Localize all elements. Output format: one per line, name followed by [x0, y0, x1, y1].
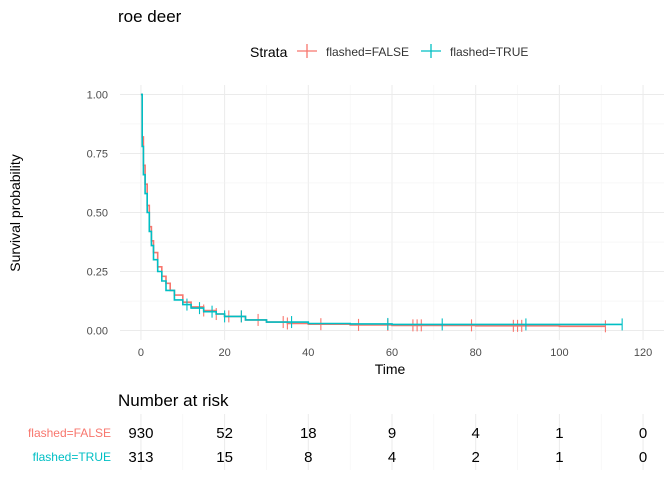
risk-value: 4: [388, 449, 396, 466]
risk-value: 0: [639, 449, 647, 466]
risk-value: 52: [216, 425, 233, 442]
x-tick-label: 120: [634, 347, 652, 359]
y-tick-label: 0.00: [87, 326, 108, 338]
risk-value: 18: [300, 425, 317, 442]
x-axis-ticks: 0 20 40 60 80 100 120: [138, 347, 652, 359]
x-tick-label: 0: [138, 347, 144, 359]
x-tick-label: 100: [550, 347, 568, 359]
risk-value: 9: [388, 425, 396, 442]
legend: Strata flashed=FALSE flashed=TRUE: [250, 44, 528, 60]
risk-value: 1: [555, 449, 563, 466]
risk-value: 0: [639, 425, 647, 442]
plot-grid: [120, 85, 664, 340]
survival-curves: [140, 93, 623, 333]
risk-value: 8: [304, 449, 312, 466]
survival-curve-true: [140, 93, 623, 326]
chart-title: roe deer: [118, 7, 182, 26]
risk-row-label: flashed=FALSE: [28, 426, 111, 440]
x-tick-label: 80: [470, 347, 482, 359]
y-tick-label: 0.75: [87, 148, 108, 160]
y-tick-label: 0.50: [87, 208, 108, 220]
y-tick-label: 0.25: [87, 267, 108, 279]
risk-value: 930: [128, 425, 153, 442]
risk-value: 313: [128, 449, 153, 466]
risk-value: 4: [472, 425, 480, 442]
risk-value: 2: [472, 449, 480, 466]
legend-label-false: flashed=FALSE: [326, 45, 409, 59]
risk-table-title: Number at risk: [118, 391, 229, 410]
y-axis-label: Survival probability: [7, 154, 23, 272]
y-tick-label: 1.00: [87, 89, 108, 101]
legend-label-true: flashed=TRUE: [450, 45, 528, 59]
risk-value: 1: [555, 425, 563, 442]
x-tick-label: 20: [218, 347, 230, 359]
risk-row-label: flashed=TRUE: [33, 450, 111, 464]
x-tick-label: 60: [386, 347, 398, 359]
x-tick-label: 40: [302, 347, 314, 359]
y-axis-ticks: 0.00 0.25 0.50 0.75 1.00: [87, 89, 108, 337]
risk-value: 15: [216, 449, 233, 466]
x-axis-label: Time: [375, 361, 406, 377]
legend-title: Strata: [250, 44, 288, 60]
risk-table-grid: [140, 414, 644, 470]
